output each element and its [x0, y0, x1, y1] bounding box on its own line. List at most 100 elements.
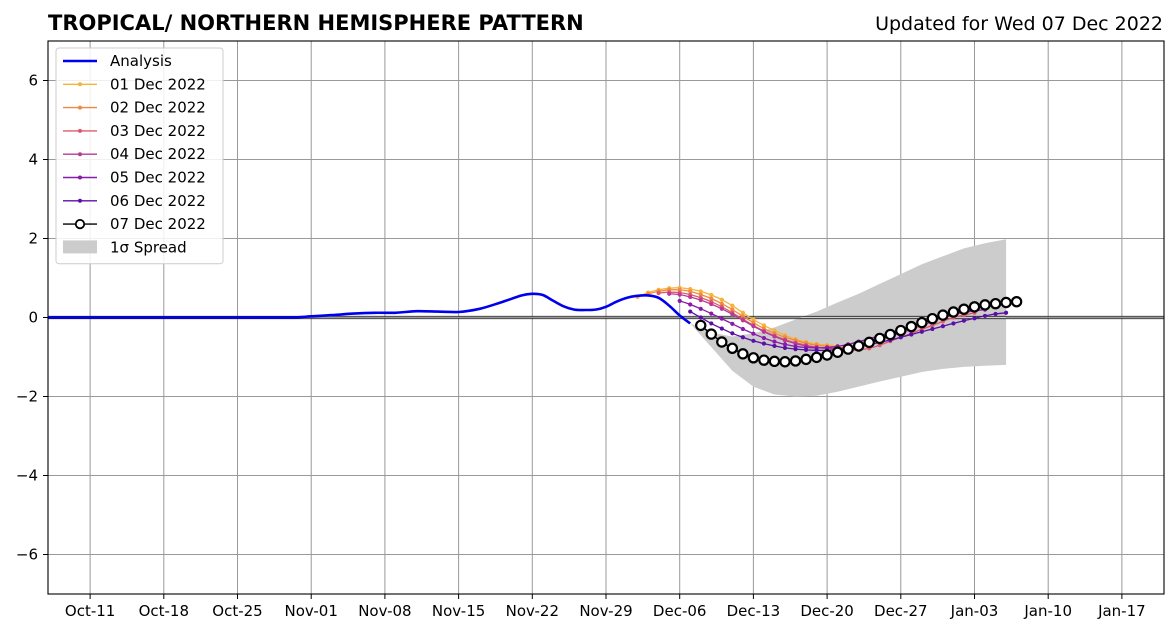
- chart-title: TROPICAL/ NORTHERN HEMISPHERE PATTERN: [48, 11, 584, 35]
- data-point: [863, 336, 875, 349]
- legend-entry: 02 Dec 2022: [63, 99, 206, 117]
- data-point: [803, 347, 809, 352]
- data-point: [993, 311, 998, 317]
- legend-entry: 04 Dec 2022: [63, 145, 206, 163]
- data-point: [688, 309, 693, 314]
- data-point: [677, 292, 682, 297]
- legend-entry: Analysis: [63, 52, 172, 70]
- data-point: [751, 331, 756, 336]
- x-tick-label: Dec-20: [800, 602, 854, 620]
- legend-label: 02 Dec 2022: [110, 99, 206, 117]
- data-point: [831, 346, 844, 358]
- data-point: [709, 301, 714, 307]
- data-point: [814, 348, 819, 353]
- x-tick-label: Jan-10: [1023, 602, 1072, 620]
- data-point: [709, 311, 714, 316]
- data-point: [761, 335, 767, 341]
- legend-marker: [74, 219, 86, 230]
- legend-swatch: [63, 240, 97, 254]
- data-point: [698, 306, 703, 311]
- x-tick-label: Dec-27: [874, 602, 928, 620]
- legend-entry: 07 Dec 2022: [63, 215, 206, 233]
- data-point: [677, 298, 682, 304]
- data-point: [730, 321, 735, 326]
- data-point: [719, 316, 724, 321]
- data-point: [905, 320, 918, 333]
- data-point: [940, 324, 946, 329]
- y-tick-label: 6: [28, 72, 38, 90]
- data-point: [740, 318, 745, 323]
- data-point: [852, 340, 865, 352]
- x-tick-label: Nov-01: [285, 602, 338, 620]
- data-point: [751, 324, 756, 329]
- data-point: [919, 329, 924, 334]
- data-point: [730, 331, 735, 336]
- analysis-line: [48, 292, 691, 325]
- series-layer: [635, 285, 1023, 368]
- data-point: [719, 297, 724, 302]
- data-point: [895, 324, 907, 337]
- y-tick-label: 2: [28, 230, 38, 248]
- x-tick-label: Jan-17: [1097, 602, 1146, 620]
- legend-marker: [78, 175, 82, 180]
- data-point: [909, 332, 914, 337]
- data-point: [930, 326, 935, 332]
- y-tick-label: 4: [28, 151, 38, 169]
- data-point: [821, 349, 833, 361]
- legend-label: 06 Dec 2022: [110, 192, 206, 210]
- x-tick-label: Oct-18: [139, 602, 189, 620]
- data-point: [961, 318, 967, 323]
- legend-marker: [78, 198, 82, 203]
- data-point: [874, 332, 886, 345]
- data-point: [688, 302, 693, 307]
- x-tick-label: Oct-25: [212, 602, 262, 620]
- data-point: [758, 354, 770, 366]
- data-point: [782, 345, 788, 351]
- spread-layer: [690, 239, 1007, 397]
- legend-label: 05 Dec 2022: [110, 169, 206, 187]
- legend-label: 1σ Spread: [110, 238, 187, 256]
- data-point: [730, 312, 735, 317]
- y-tick-label: −4: [16, 467, 38, 485]
- x-tick-label: Nov-22: [506, 602, 559, 620]
- data-point: [968, 301, 981, 313]
- data-point: [951, 321, 956, 326]
- data-point: [698, 315, 703, 320]
- data-point: [772, 343, 777, 349]
- data-point: [709, 321, 714, 326]
- data-point: [667, 291, 672, 296]
- y-tick-label: 0: [28, 309, 38, 327]
- x-tick-label: Oct-11: [65, 602, 115, 620]
- legend-entry: 05 Dec 2022: [63, 169, 206, 187]
- legend-box: [55, 47, 224, 265]
- data-point: [958, 303, 970, 315]
- data-point: [719, 306, 724, 311]
- legend-label: 07 Dec 2022: [110, 215, 206, 233]
- data-point: [716, 336, 728, 348]
- data-point: [926, 312, 939, 325]
- legend-entry: 03 Dec 2022: [63, 122, 206, 140]
- x-tick-label: Dec-13: [727, 602, 781, 620]
- data-point: [782, 342, 788, 347]
- x-tick-label: Nov-08: [358, 602, 411, 620]
- legend-marker: [78, 152, 82, 157]
- data-point: [656, 290, 661, 296]
- series-07-dec-2022: [695, 296, 1023, 368]
- data-point: [800, 353, 812, 366]
- data-point: [695, 319, 707, 332]
- data-point: [793, 347, 798, 352]
- data-point: [761, 329, 767, 334]
- data-point: [772, 334, 777, 339]
- data-point: [772, 339, 777, 344]
- data-point: [937, 309, 949, 321]
- data-point: [751, 338, 756, 343]
- data-point: [709, 292, 714, 298]
- data-point: [884, 328, 896, 341]
- legend-marker: [78, 82, 82, 87]
- data-point: [1010, 296, 1023, 308]
- data-point: [688, 294, 693, 300]
- data-point: [842, 343, 854, 355]
- spread-band: [690, 239, 1007, 397]
- data-point: [761, 341, 767, 346]
- axis-ticks: Oct-11 Oct-18 Oct-25 Nov-01 Nov-08 Nov-15 Nov-…: [16, 72, 1146, 621]
